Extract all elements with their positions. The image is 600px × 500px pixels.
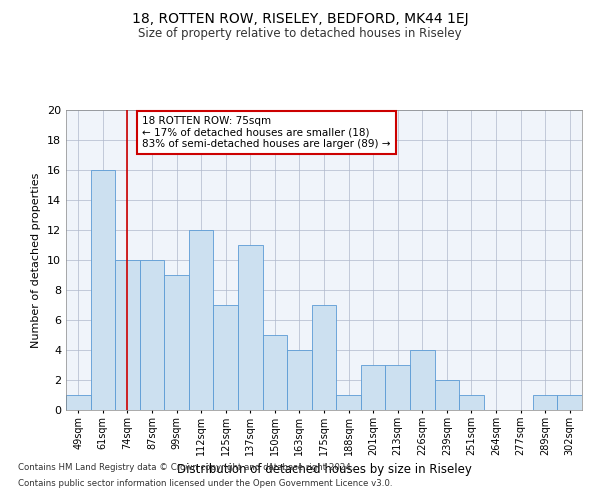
Bar <box>214 305 238 410</box>
Bar <box>91 170 115 410</box>
Bar <box>385 365 410 410</box>
Bar <box>66 395 91 410</box>
Bar <box>361 365 385 410</box>
Text: Contains HM Land Registry data © Crown copyright and database right 2024.: Contains HM Land Registry data © Crown c… <box>18 464 353 472</box>
Text: Size of property relative to detached houses in Riseley: Size of property relative to detached ho… <box>138 28 462 40</box>
Bar <box>140 260 164 410</box>
Bar <box>312 305 336 410</box>
Bar <box>533 395 557 410</box>
Y-axis label: Number of detached properties: Number of detached properties <box>31 172 41 348</box>
Bar <box>459 395 484 410</box>
Bar <box>115 260 140 410</box>
Text: 18, ROTTEN ROW, RISELEY, BEDFORD, MK44 1EJ: 18, ROTTEN ROW, RISELEY, BEDFORD, MK44 1… <box>131 12 469 26</box>
Bar <box>557 395 582 410</box>
Bar <box>410 350 434 410</box>
Bar <box>189 230 214 410</box>
Bar <box>336 395 361 410</box>
X-axis label: Distribution of detached houses by size in Riseley: Distribution of detached houses by size … <box>176 464 472 476</box>
Text: 18 ROTTEN ROW: 75sqm
← 17% of detached houses are smaller (18)
83% of semi-detac: 18 ROTTEN ROW: 75sqm ← 17% of detached h… <box>142 116 391 149</box>
Bar <box>164 275 189 410</box>
Bar <box>263 335 287 410</box>
Text: Contains public sector information licensed under the Open Government Licence v3: Contains public sector information licen… <box>18 478 392 488</box>
Bar <box>287 350 312 410</box>
Bar <box>238 245 263 410</box>
Bar <box>434 380 459 410</box>
